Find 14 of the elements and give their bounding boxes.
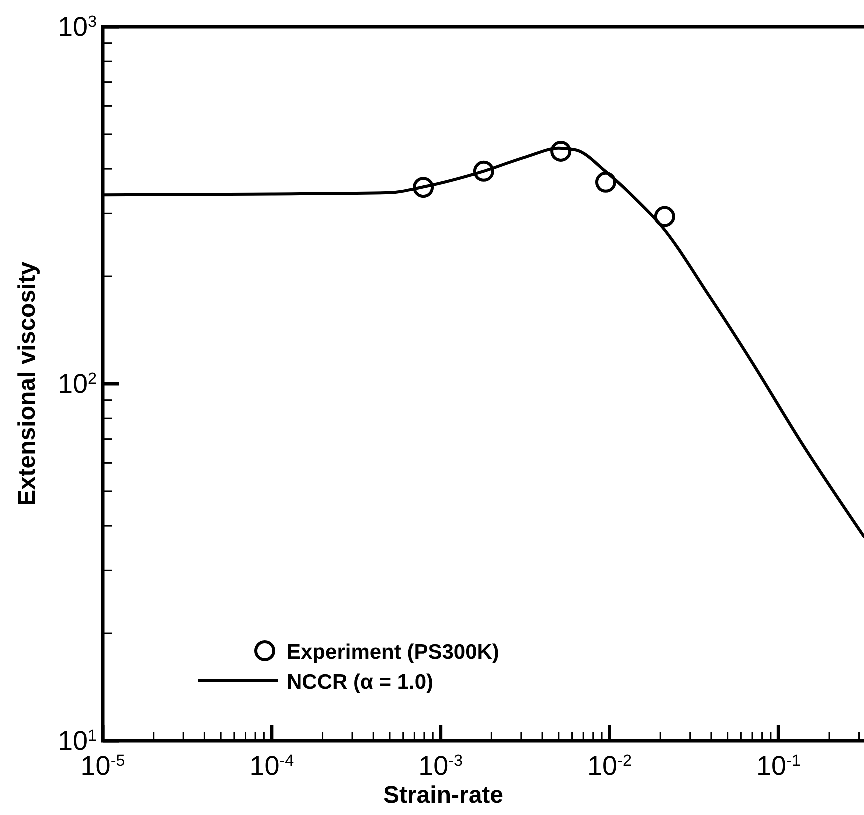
point: [595, 172, 616, 193]
y-tick-label: 10$^{2}$: [58, 369, 97, 399]
x-tick-label: 10$^{-2}$: [588, 751, 632, 781]
legend-label: Experiment (PS300K): [287, 641, 500, 664]
x-axis-title: Strain-rate: [383, 782, 504, 809]
legend-label: NCCR (α = 1.0): [287, 671, 434, 694]
x-tick-label: 10$^{-1}$: [756, 751, 801, 781]
point: [473, 160, 494, 182]
x-tick-label: 10$^{-4}$: [250, 751, 294, 781]
y-tick-label: 10$^{3}$: [58, 12, 97, 42]
point: [413, 177, 434, 198]
x-tick-label: 10$^{-3}$: [418, 751, 464, 781]
point: [654, 206, 676, 228]
y-axis-title: Extensional viscosity: [14, 261, 41, 506]
